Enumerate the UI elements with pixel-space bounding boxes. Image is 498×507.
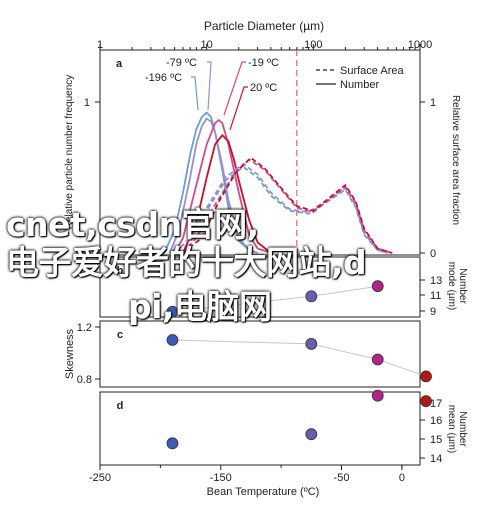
panel-a-annotation-leader (191, 76, 199, 111)
panel-a-annotation-leader (229, 86, 248, 131)
panel-b-ylabel-1: Number (457, 268, 468, 304)
panel-b-point (371, 280, 384, 293)
panel-d-xtick-label: -250 (89, 472, 111, 484)
panel-a-annotation-leader (207, 61, 212, 111)
panel-a-xtick-label: 1000 (408, 39, 432, 51)
panel-d-letter: d (117, 400, 124, 412)
panel-a-annotation: -19 ºC (248, 57, 279, 69)
panel-a-ytick-left-label: 0 (84, 248, 90, 260)
panel-a-title: Particle Diameter (µm) (204, 19, 324, 33)
panel-c-ytick-label: 0.8 (77, 374, 92, 386)
watermark-line-2: 电子爱好者的十大网站,d (6, 243, 367, 282)
panel-d-ylabel-1: Number (457, 411, 468, 447)
panel-d-xtick-label: 0 (399, 472, 405, 484)
panel-a-series-line (182, 156, 393, 254)
panel-b-point (305, 290, 318, 303)
panel-a-annotation: -79 ºC (166, 57, 197, 69)
panel-c-point (166, 334, 179, 346)
panel-a-ytick-left-label: 1 (84, 97, 90, 109)
panel-c-ylabel: Skewness (64, 328, 76, 379)
panel-b-frame (99, 256, 421, 318)
panel-a-letter: a (116, 58, 123, 70)
panel-b-point (166, 305, 179, 318)
panel-c-ytick-label: 1.2 (77, 322, 92, 334)
panel-c-point (420, 370, 432, 383)
panel-d-xtick-label: -150 (210, 472, 232, 484)
panel-d-ytick-label: 15 (430, 434, 442, 446)
panel-a-xtick-label: 10 (201, 39, 213, 51)
panel-d-point (420, 395, 432, 408)
panel-c-letter: c (117, 329, 123, 341)
panel-d-xtick-label: -50 (334, 472, 350, 484)
panel-d-ylabel-2: mean (µm) (446, 405, 457, 454)
panel-b-ylabel-2: mode (µm) (446, 262, 457, 311)
panel-d-point (305, 428, 318, 441)
panel-a-xtick-label: 100 (304, 39, 322, 51)
panel-a-series-line (173, 162, 389, 254)
panel-a-ylabel-left: Relative particle number frequency (64, 75, 75, 230)
panel-a-series-line (168, 117, 258, 254)
watermark-line-3: pi,电脑网 (128, 287, 272, 326)
panel-a-series-line (173, 119, 272, 254)
panel-d-ytick-label: 14 (430, 453, 442, 465)
panel-b-ytick-label: 9 (430, 306, 436, 318)
panel-b-ytick-label: 13 (430, 275, 442, 287)
panel-a-series-line (182, 134, 272, 254)
legend-number-label: Number (340, 79, 379, 91)
panel-a-annotation-leader (223, 61, 246, 116)
panel-c-trend-line (172, 339, 427, 377)
panel-a-annotation: 20 ºC (250, 82, 277, 94)
panel-d-ytick-label: 16 (430, 415, 442, 427)
legend-surface-label: Surface Area (340, 65, 404, 77)
panel-a-series-line (173, 165, 389, 254)
panel-a-ylabel-right: Relative surface area fraction (450, 95, 461, 225)
panel-c-frame (99, 320, 421, 388)
panel-d-point (166, 437, 179, 450)
panel-b-letter: b (117, 265, 124, 277)
panel-a-xtick-label: 1 (97, 39, 103, 51)
watermark-line-1: cnet,csdn官网, (6, 205, 259, 244)
panel-a-ytick-right-label: 1 (430, 97, 436, 109)
panel-a-frame (99, 49, 421, 256)
panel-d-xlabel: Bean Temperature (ºC) (207, 486, 320, 498)
panel-a-series-line (163, 111, 258, 254)
panel-a-annotation: -196 ºC (145, 72, 182, 84)
panel-b-ytick-label: 11 (430, 290, 441, 302)
panel-a-ytick-right-label: 0 (430, 248, 436, 260)
panel-d-point (371, 389, 384, 402)
panel-d-ytick-label: 17 (430, 398, 442, 410)
panel-d-frame (99, 391, 421, 466)
panel-c-point (305, 337, 318, 350)
panel-c-point (371, 353, 384, 366)
